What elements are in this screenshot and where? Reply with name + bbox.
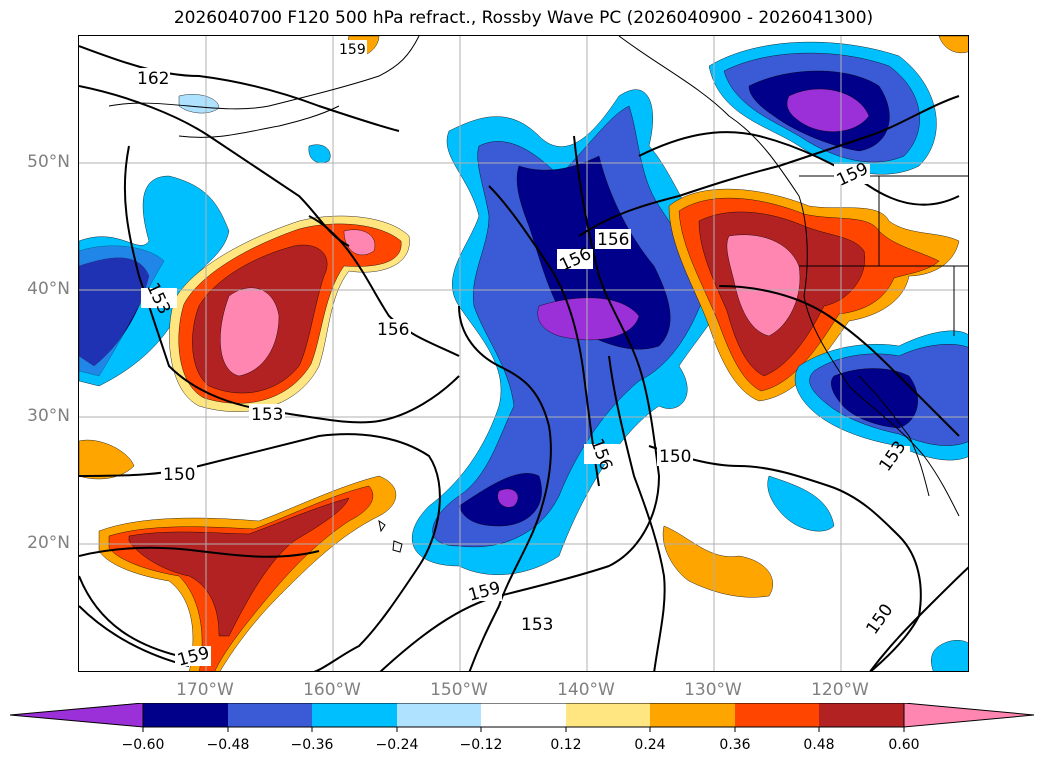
blue-field-s xyxy=(767,475,835,532)
map-plot: 162 153 156 156 156 153 150 156 150 159 … xyxy=(79,36,968,671)
hawaii-2 xyxy=(392,540,403,553)
colorbar-frame xyxy=(142,703,905,728)
lat-label-30n: 30°N xyxy=(27,406,70,426)
contour-label: 162 xyxy=(137,69,169,89)
contour-label: 150 xyxy=(659,447,691,467)
colorbar-bin xyxy=(650,703,735,727)
colorbar-extend-low xyxy=(10,703,144,728)
contour-label: 150 xyxy=(163,465,195,485)
map-panel: 162 153 156 156 156 153 150 156 150 159 … xyxy=(78,35,969,672)
contour-156-east xyxy=(578,95,960,237)
colorbar-bin xyxy=(819,703,904,727)
contour-150-west xyxy=(79,433,441,671)
map-title: 2026040700 F120 500 hPa refract., Rossby… xyxy=(173,8,874,28)
colorbar-tick-label: 0.48 xyxy=(803,737,835,753)
contour-label: 153 xyxy=(251,405,283,425)
colorbar-bin xyxy=(143,703,228,727)
hawaii-1 xyxy=(378,519,386,533)
lon-label-160w: 160°W xyxy=(303,680,361,700)
colorbar-tick-label: −0.60 xyxy=(121,737,165,753)
lat-label-50n: 50°N xyxy=(27,152,70,172)
contour-159-south xyxy=(79,605,190,667)
alaska-coast xyxy=(108,36,420,110)
shaded-fields xyxy=(79,36,968,671)
colorbar-bin xyxy=(566,703,650,727)
colorbar-tick-label: 0.36 xyxy=(719,737,751,753)
contour-label: 156 xyxy=(377,320,409,340)
contour-159-north xyxy=(79,85,350,247)
contour-162 xyxy=(79,45,400,132)
contour-156-south xyxy=(79,575,180,657)
darkred-band-south xyxy=(128,497,350,637)
navy-field-se xyxy=(831,368,918,429)
colorbar-tick-label: 0.60 xyxy=(888,737,920,753)
lon-label-120w: 120°W xyxy=(811,680,869,700)
colorbar-bin xyxy=(735,703,819,727)
contour-label: 156 xyxy=(597,230,629,250)
lat-label-40n: 40°N xyxy=(27,279,70,299)
blue-field-se-corner xyxy=(931,640,968,671)
contour-150-central xyxy=(608,355,666,671)
contour-153-west xyxy=(123,145,460,424)
red-field-sw xyxy=(79,439,135,480)
baja xyxy=(858,375,930,497)
lon-label-150w: 150°W xyxy=(430,680,488,700)
colorbar-extend-high xyxy=(903,703,1035,728)
lon-label-170w: 170°W xyxy=(176,680,234,700)
royal-field-nw xyxy=(79,245,165,377)
contour-150-south-east xyxy=(869,566,968,671)
colorbar-bin xyxy=(312,703,397,727)
gridlines xyxy=(79,36,968,671)
colorbar-bin xyxy=(397,703,481,727)
colorbar-tick-label: 0.24 xyxy=(634,737,666,753)
aleutian-chain xyxy=(178,105,340,138)
lat-label-20n: 20°N xyxy=(27,533,70,553)
colorbar-tick-label: −0.48 xyxy=(206,737,250,753)
pink-field-east xyxy=(726,234,801,337)
contour-159-east xyxy=(638,131,960,206)
colorbar-bin xyxy=(481,703,566,727)
orange-field-s xyxy=(662,525,773,598)
na-west-coast xyxy=(618,36,960,517)
orange-field-ne-corner xyxy=(938,36,968,54)
blue-field-n-small xyxy=(178,94,220,114)
contour-153-south xyxy=(79,546,320,558)
contour-156-west xyxy=(308,215,460,357)
purple-field-ne xyxy=(786,88,870,132)
lon-label-130w: 130°W xyxy=(684,680,742,700)
colorbar-bin xyxy=(228,703,312,727)
purple-field-central-south xyxy=(497,488,519,508)
contours xyxy=(79,45,968,671)
colorbar-tick-label: −0.12 xyxy=(459,737,503,753)
colorbar xyxy=(10,703,1035,732)
contour-153-east xyxy=(718,285,960,437)
colorbar-tick-label: 0.12 xyxy=(550,737,582,753)
colorbar-tick-label: −0.36 xyxy=(290,737,334,753)
contour-153-central xyxy=(458,305,552,671)
contour-label: 153 xyxy=(521,615,553,635)
colorbar-tick-label: −0.24 xyxy=(375,737,419,753)
lon-label-140w: 140°W xyxy=(557,680,615,700)
contour-156-central xyxy=(488,185,600,487)
contour-label-group: 162 153 156 156 156 153 150 156 150 159 … xyxy=(134,40,910,671)
blue-field-n-small-2 xyxy=(308,144,331,164)
contour-label: 159 xyxy=(339,42,366,58)
